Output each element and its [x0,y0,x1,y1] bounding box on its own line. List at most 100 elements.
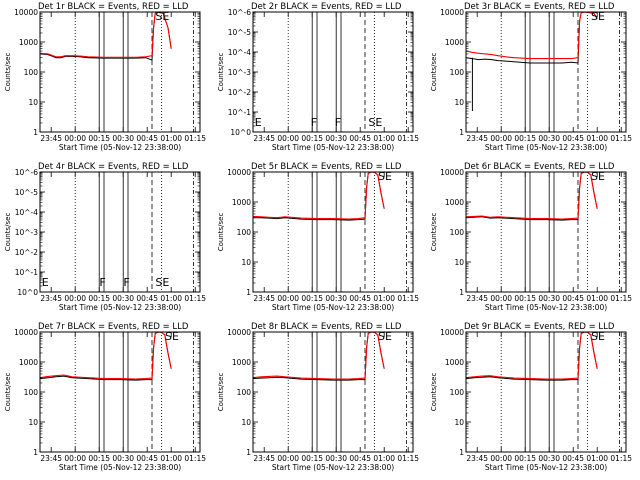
x-axis-label: Start Time (05-Nov-12 23:38:00) [59,463,181,472]
y-tick-label: 1 [459,288,464,297]
x-tick-label: 01:00 [586,294,608,303]
plot-frame [465,331,627,453]
y-tick-label: 1000 [445,358,464,367]
panel-title: Det 7r BLACK = Events, RED = LLD [38,322,189,332]
y-tick-label: 100 [237,228,252,237]
y-tick-label: 100 [450,388,465,397]
plot-frame [39,11,201,133]
plot-frame [39,331,201,453]
x-tick-label: 01:15 [397,294,419,303]
series-lld [252,331,385,380]
x-tick-label: 00:15 [301,294,323,303]
panel-title: Det 9r BLACK = Events, RED = LLD [464,322,615,332]
y-tick-label: 1 [246,448,251,457]
x-tick-label: 01:15 [397,134,419,143]
y-tick-label: 10^-2 [15,248,39,257]
x-tick-label: 00:30 [325,294,347,303]
x-tick-label: 00:45 [136,454,158,463]
x-tick-label: 23:45 [253,294,275,303]
series-events [253,171,385,221]
event-marker-label: SE [378,330,392,343]
x-tick-label: 01:00 [586,454,608,463]
series-events [465,11,598,64]
y-tick-label: 1000 [232,358,251,367]
y-tick-label: 10^-1 [228,108,252,117]
y-tick-label: 100 [24,68,39,77]
x-tick-label: 00:45 [136,294,158,303]
event-marker-label: E [255,116,262,129]
event-marker-label: E [42,276,49,289]
y-tick-label: 10000 [440,8,464,17]
y-tick-label: 1 [246,288,251,297]
x-tick-label: 00:30 [325,134,347,143]
x-tick-label: 01:00 [373,454,395,463]
y-tick-label: 10^-5 [228,28,252,37]
y-tick-label: 1 [459,448,464,457]
event-marker-label: SE [155,10,169,23]
y-tick-label: 1000 [445,38,464,47]
y-tick-label: 1000 [19,358,38,367]
y-tick-label: 10 [454,418,464,427]
x-axis-label: Start Time (05-Nov-12 23:38:00) [272,303,394,312]
x-tick-label: 01:15 [610,454,632,463]
x-tick-label: 01:00 [586,134,608,143]
x-axis-label: Start Time (05-Nov-12 23:38:00) [485,303,607,312]
x-tick-label: 00:15 [514,134,536,143]
x-tick-label: 00:15 [88,134,110,143]
x-tick-label: 23:45 [40,294,62,303]
y-tick-label: 100 [237,388,252,397]
y-tick-label: 10 [241,418,251,427]
x-tick-label: 23:45 [466,134,488,143]
y-axis-label: Counts/sec [217,213,225,252]
panel-title: Det 2r BLACK = Events, RED = LLD [251,2,402,12]
x-tick-label: 00:00 [490,454,512,463]
y-tick-label: 1000 [19,38,38,47]
y-tick-label: 10000 [227,168,251,177]
x-tick-label: 01:00 [160,454,182,463]
panel-d2: Det 2r BLACK = Events, RED = LLD E F F SE 10^… [217,2,419,152]
series-events [465,171,598,221]
y-tick-label: 10 [454,98,464,107]
event-marker-label: SE [378,170,392,183]
series-lld [465,11,598,60]
plot-frame [252,11,414,133]
series-events [39,331,172,381]
plot-frame [252,331,414,453]
y-axis-label: Counts/sec [430,213,438,252]
x-tick-label: 23:45 [253,134,275,143]
x-tick-label: 00:15 [88,294,110,303]
series-lld [465,331,598,380]
panel-title: Det 3r BLACK = Events, RED = LLD [464,2,615,12]
x-tick-label: 01:15 [184,294,206,303]
y-axis-label: Counts/sec [4,53,12,92]
y-tick-label: 10^-1 [15,268,39,277]
x-tick-label: 00:00 [64,454,86,463]
x-axis-label: Start Time (05-Nov-12 23:38:00) [59,303,181,312]
x-axis-label: Start Time (05-Nov-12 23:38:00) [272,463,394,472]
x-tick-label: 01:00 [160,294,182,303]
y-axis-label: Counts/sec [217,53,225,92]
y-tick-label: 10^-4 [228,48,252,57]
plot-frame [252,171,414,293]
x-tick-label: 00:45 [136,134,158,143]
series-events [465,331,598,381]
event-marker-label: SE [165,330,179,343]
series-lld [39,331,172,380]
panel-title: Det 8r BLACK = Events, RED = LLD [251,322,402,332]
event-marker-label: F [311,116,317,129]
x-tick-label: 00:30 [112,294,134,303]
x-tick-label: 00:45 [562,134,584,143]
y-tick-label: 10000 [14,328,38,337]
x-tick-label: 01:15 [610,134,632,143]
y-tick-label: 10^-6 [15,168,39,177]
x-tick-label: 01:15 [184,134,206,143]
series-events [39,11,172,61]
event-marker-label: F [99,276,105,289]
series-lld [465,171,598,220]
y-tick-label: 100 [24,388,39,397]
